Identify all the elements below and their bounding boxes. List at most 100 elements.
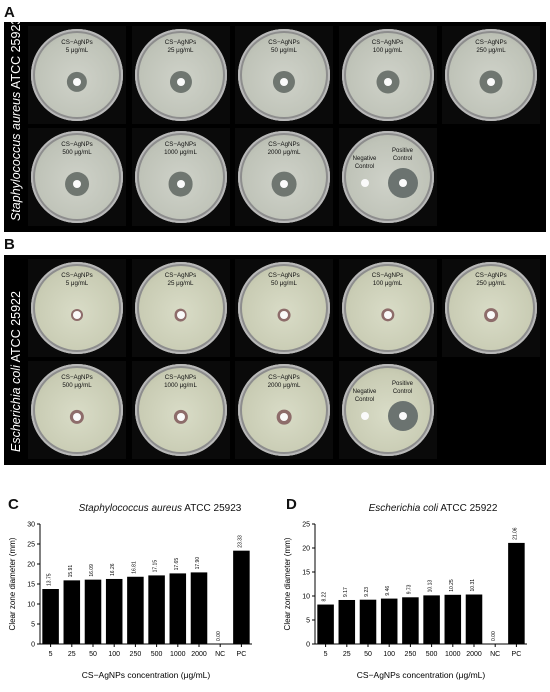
y-tick-label: 10 — [302, 594, 310, 601]
data-label: 0.00 — [491, 631, 497, 641]
bar — [465, 594, 483, 644]
plate-label: CS−AgNPs 100 μg/mL — [339, 39, 437, 54]
data-label: 8.22 — [322, 592, 328, 602]
antibiotic-disc — [383, 311, 392, 319]
antibiotic-disc — [176, 78, 185, 86]
petri-plate: CS−AgNPs 50 μg/mL — [235, 26, 333, 124]
agar-dish — [31, 262, 123, 354]
data-label: 23.33 — [237, 535, 243, 548]
antibiotic-disc — [280, 180, 288, 188]
plate-concentration: 50 μg/mL — [271, 46, 297, 54]
negative-control-label: Negative Control — [345, 389, 385, 404]
plate-concentration: 1000 μg/mL — [164, 381, 197, 389]
plate-sample-name: CS−AgNPs — [475, 39, 507, 46]
chart-d-title: Escherichia coli ATCC 25922 — [368, 503, 498, 514]
data-label: 16.09 — [89, 564, 95, 577]
petri-plate: CS−AgNPs 1000 μg/mL — [131, 128, 230, 226]
x-tick-label: 2000 — [191, 651, 207, 658]
plate-concentration: 500 μg/mL — [62, 148, 92, 156]
plate-label: CS−AgNPs 250 μg/mL — [442, 272, 540, 287]
agar-dish — [445, 262, 537, 354]
x-tick-label: 1000 — [170, 651, 186, 658]
plate-label: CS−AgNPs 5 μg/mL — [28, 272, 126, 287]
data-label: 17.65 — [174, 558, 180, 571]
plate-concentration: 25 μg/mL — [167, 46, 194, 54]
petri-plate: CS−AgNPs 100 μg/mL — [338, 26, 437, 124]
positive-control-disc — [398, 179, 407, 187]
antibiotic-disc — [176, 413, 185, 421]
plate-concentration: 100 μg/mL — [372, 279, 403, 287]
plate-label: CS−AgNPs 25 μg/mL — [132, 272, 230, 287]
x-tick-label: 2000 — [466, 651, 482, 658]
x-tick-label: 50 — [364, 651, 372, 658]
bar — [169, 573, 187, 644]
antibiotic-disc — [487, 78, 495, 86]
bar — [105, 578, 123, 644]
agar-dish — [134, 262, 227, 354]
panel-a-organism-label: Staphylococcus aureus ATCC 25923 — [9, 17, 23, 221]
petri-plate: CS−AgNPs 25 μg/mL — [131, 26, 230, 124]
y-tick-label: 30 — [27, 522, 35, 529]
petri-plate: CS−AgNPs 500 μg/mL — [28, 128, 126, 226]
antibiotic-disc — [73, 78, 81, 86]
y-tick-label: 0 — [306, 642, 310, 649]
plate-concentration: 2000 μg/mL — [267, 148, 301, 156]
positive-control-label-line1: Positive — [391, 148, 413, 154]
antibiotic-disc — [487, 311, 495, 319]
plate-label: CS−AgNPs 1000 μg/mL — [132, 141, 230, 156]
negative-control-label: Negative Control — [345, 156, 385, 171]
plate-sample-name: CS−AgNPs — [268, 374, 300, 381]
data-label: 16.26 — [110, 563, 116, 576]
petri-plate: CS−AgNPs 50 μg/mL — [235, 259, 333, 357]
x-tick-label: 250 — [130, 651, 142, 658]
y-tick-label: 25 — [27, 542, 35, 549]
plate-concentration: 2000 μg/mL — [267, 381, 301, 389]
x-tick-label: NC — [490, 651, 500, 658]
plate-concentration: 5 μg/mL — [65, 279, 89, 287]
petri-plate: CS−AgNPs 25 μg/mL — [131, 259, 230, 357]
petri-plate: CS−AgNPs 2000 μg/mL — [235, 361, 333, 459]
positive-control-label-line2: Control — [392, 155, 413, 162]
negative-control-label-line1: Negative — [352, 156, 377, 162]
plate-sample-name: CS−AgNPs — [268, 39, 300, 46]
positive-control-disc — [398, 412, 407, 420]
plate-sample-name: CS−AgNPs — [268, 272, 300, 279]
plate-sample-name: CS−AgNPs — [61, 374, 93, 381]
x-tick-label: 100 — [383, 651, 395, 658]
data-label: 0.00 — [216, 631, 222, 641]
plate-label: CS−AgNPs 500 μg/mL — [28, 374, 126, 389]
plate-concentration: 250 μg/mL — [476, 279, 506, 287]
bar — [380, 598, 398, 644]
petri-plate: CS−AgNPs 250 μg/mL — [442, 259, 540, 357]
plate-concentration: 500 μg/mL — [62, 381, 92, 389]
plate-label: CS−AgNPs 2000 μg/mL — [235, 141, 333, 156]
plate-sample-name: CS−AgNPs — [164, 39, 197, 46]
antibiotic-disc — [280, 78, 288, 86]
data-label: 17.15 — [153, 560, 159, 573]
x-tick-label: 500 — [151, 651, 163, 658]
antibiotic-disc — [280, 413, 288, 421]
negative-control-disc — [360, 412, 369, 420]
plate-label: CS−AgNPs 100 μg/mL — [339, 272, 437, 287]
bar — [190, 572, 208, 644]
bar — [148, 575, 165, 644]
plate-label: CS−AgNPs 5 μg/mL — [28, 39, 126, 54]
plate-label: CS−AgNPs 50 μg/mL — [235, 39, 333, 54]
positive-control-label: Positive Control — [383, 381, 423, 396]
y-axis-title: Clear zone diameter (mm) — [283, 537, 292, 630]
plate-concentration: 50 μg/mL — [271, 279, 297, 287]
plate-sample-name: CS−AgNPs — [61, 141, 93, 148]
plate-sample-name: CS−AgNPs — [164, 272, 197, 279]
panel-c-letter: C — [8, 496, 19, 513]
negative-control-label-line2: Control — [354, 163, 375, 170]
control-plate: Negative Control Positive Control — [338, 128, 437, 226]
bar — [402, 597, 419, 644]
data-label: 9.73 — [406, 584, 412, 594]
plate-label: CS−AgNPs 2000 μg/mL — [235, 374, 333, 389]
x-tick-label: 250 — [405, 651, 417, 658]
bar — [42, 589, 59, 644]
x-tick-label: 5 — [49, 651, 53, 658]
positive-control-label: Positive Control — [383, 148, 423, 163]
petri-plate: CS−AgNPs 1000 μg/mL — [131, 361, 230, 459]
bar — [359, 599, 377, 644]
